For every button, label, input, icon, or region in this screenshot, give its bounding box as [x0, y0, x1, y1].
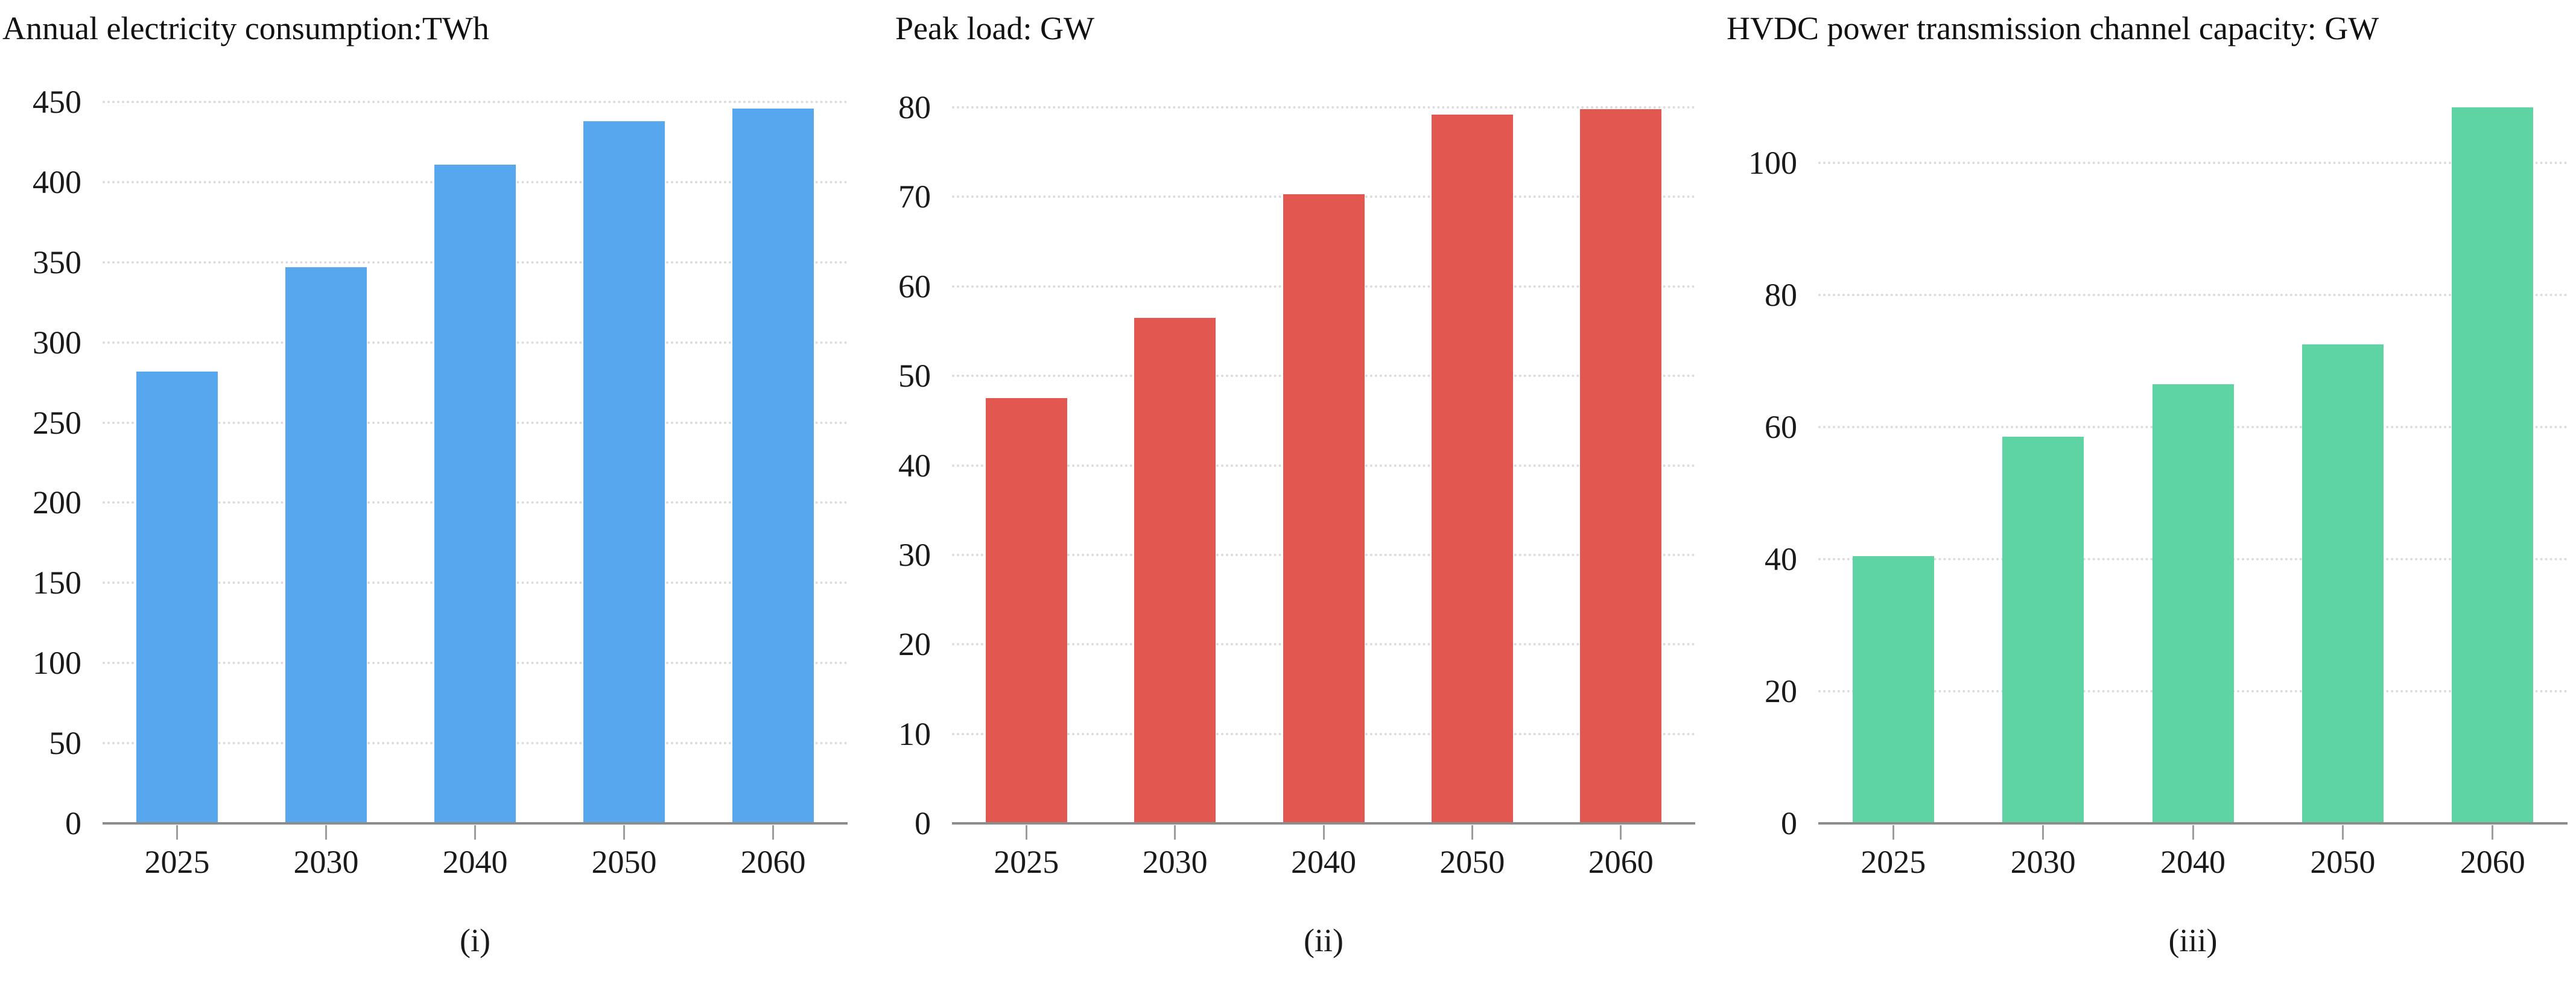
- x-axis-line: [952, 822, 1695, 825]
- bar-2025: [1852, 556, 1934, 823]
- bar-2030: [2002, 437, 2084, 823]
- gridline-y100: [1818, 162, 2568, 164]
- bar-2030: [285, 267, 367, 823]
- x-tick-label-2060: 2060: [740, 844, 806, 880]
- bar-2050: [1431, 114, 1513, 823]
- chart-hvdc-channel-capacity: (iii) 0 20 40 60 80 100 2025 2030 2040 2050 2060: [1748, 0, 2568, 985]
- bar-2040: [1283, 194, 1365, 823]
- y-tick-label-50: 50: [49, 725, 81, 762]
- y-tick-label-300: 300: [33, 324, 81, 361]
- x-tick-label-2030: 2030: [2010, 844, 2076, 880]
- y-tick-label-20: 20: [1765, 673, 1797, 709]
- x-axis-tick-2025: [176, 825, 178, 840]
- y-tick-label-100: 100: [1748, 145, 1797, 181]
- chart2-title: Peak load: GW: [895, 10, 1094, 46]
- x-tick-label-2030: 2030: [1142, 844, 1208, 880]
- x-axis-tick-2025: [1025, 825, 1027, 840]
- x-axis-tick-2050: [1471, 825, 1473, 840]
- bar-2030: [1134, 317, 1216, 823]
- chart-peak-load: (ii) 0 10 20 30 40 50 60 70 80 2025 2030 2040 2050 20…: [898, 0, 1695, 985]
- chart-annual-electricity-consumption: (i) 0 50 100 150 200 250 300 350 400 450 2025 2030 2…: [33, 0, 848, 985]
- x-axis-tick-2030: [325, 825, 327, 840]
- x-tick-label-2050: 2050: [591, 844, 657, 880]
- y-tick-label-60: 60: [1765, 409, 1797, 445]
- y-tick-label-200: 200: [33, 484, 81, 521]
- bar-2025: [136, 371, 218, 823]
- y-tick-label-100: 100: [33, 645, 81, 682]
- y-tick-label-0: 0: [915, 805, 931, 841]
- x-axis-tick-2060: [1620, 825, 1622, 840]
- x-tick-label-2050: 2050: [2310, 844, 2376, 880]
- x-tick-label-2050: 2050: [1439, 844, 1505, 880]
- y-tick-label-40: 40: [1765, 541, 1797, 577]
- y-tick-label-60: 60: [898, 268, 931, 305]
- x-axis-tick-2040: [2192, 825, 2194, 840]
- y-tick-label-0: 0: [65, 805, 81, 841]
- x-axis-tick-2040: [474, 825, 476, 840]
- y-tick-label-0: 0: [1781, 805, 1797, 841]
- y-tick-label-30: 30: [898, 536, 931, 573]
- y-tick-label-250: 250: [33, 404, 81, 441]
- bar-2050: [583, 121, 665, 823]
- chart1-title: Annual electricity consumption:TWh: [2, 10, 489, 46]
- chart3-caption: (iii): [2168, 922, 2218, 958]
- y-tick-label-150: 150: [33, 565, 81, 601]
- bar-2060: [732, 108, 814, 823]
- gridline-y80: [952, 106, 1695, 109]
- bar-2060: [2452, 107, 2534, 823]
- y-tick-label-80: 80: [898, 89, 931, 125]
- y-tick-label-350: 350: [33, 244, 81, 280]
- x-axis-tick-2025: [1892, 825, 1894, 840]
- gridline-y450: [103, 101, 848, 103]
- bar-2060: [1580, 109, 1662, 823]
- y-tick-label-400: 400: [33, 163, 81, 200]
- y-tick-label-80: 80: [1765, 277, 1797, 313]
- chart1-caption: (i): [460, 922, 490, 958]
- y-tick-label-40: 40: [898, 447, 931, 484]
- x-tick-label-2030: 2030: [293, 844, 359, 880]
- chart3-title: HVDC power transmission channel capacity…: [1727, 10, 2379, 46]
- x-axis-tick-2050: [2341, 825, 2344, 840]
- x-tick-label-2060: 2060: [1588, 844, 1654, 880]
- y-tick-label-450: 450: [33, 84, 81, 120]
- bar-2040: [434, 164, 516, 823]
- y-tick-label-20: 20: [898, 626, 931, 663]
- y-tick-label-10: 10: [898, 715, 931, 752]
- y-tick-label-50: 50: [898, 358, 931, 394]
- x-tick-label-2060: 2060: [2460, 844, 2525, 880]
- y-tick-label-70: 70: [898, 179, 931, 215]
- x-axis-tick-2030: [2042, 825, 2045, 840]
- x-tick-label-2040: 2040: [442, 844, 508, 880]
- x-tick-label-2040: 2040: [2160, 844, 2225, 880]
- chart2-caption: (ii): [1304, 922, 1344, 958]
- x-axis-tick-2060: [2492, 825, 2494, 840]
- x-tick-label-2025: 2025: [1861, 844, 1926, 880]
- x-axis-tick-2060: [772, 825, 774, 840]
- x-axis-line: [1818, 822, 2568, 825]
- gridline-y80: [1818, 294, 2568, 296]
- bar-2040: [2152, 384, 2234, 823]
- x-axis-line: [103, 822, 848, 825]
- x-tick-label-2025: 2025: [144, 844, 210, 880]
- x-axis-tick-2040: [1322, 825, 1325, 840]
- x-axis-tick-2050: [623, 825, 625, 840]
- bar-2025: [985, 398, 1067, 823]
- bar-2050: [2302, 344, 2384, 823]
- x-tick-label-2040: 2040: [1291, 844, 1356, 880]
- x-tick-label-2025: 2025: [994, 844, 1059, 880]
- x-axis-tick-2030: [1174, 825, 1176, 840]
